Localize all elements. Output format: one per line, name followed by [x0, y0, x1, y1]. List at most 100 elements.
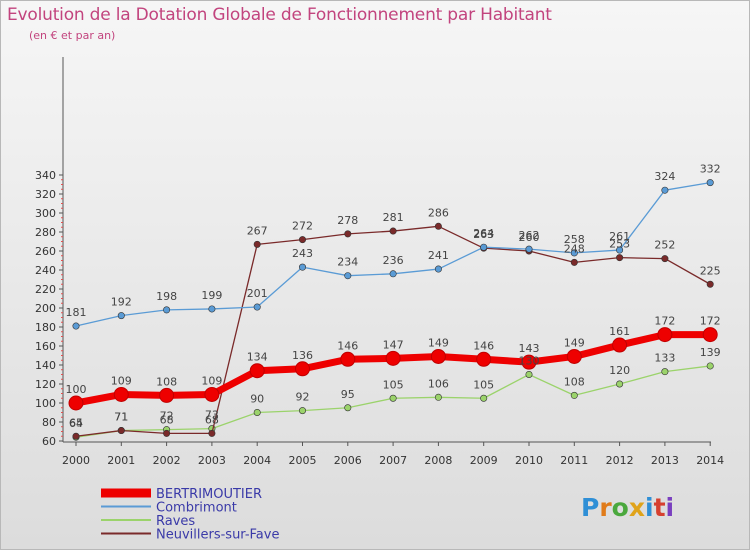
y-tick-label: 340 [35, 169, 56, 182]
y-tick-label: 300 [35, 207, 56, 220]
data-point [249, 363, 265, 379]
data-label: 332 [700, 163, 721, 176]
data-label: 236 [383, 254, 404, 267]
data-point [570, 249, 578, 257]
legend-label: Combrimont [156, 501, 237, 516]
x-tick-label: 2002 [153, 454, 181, 467]
data-label: 272 [292, 220, 313, 233]
data-point [298, 407, 306, 415]
legend-label: Raves [156, 514, 195, 529]
data-label: 72 [160, 410, 174, 423]
data-label: 241 [428, 249, 449, 262]
data-point [340, 351, 356, 367]
data-point [706, 179, 714, 187]
data-label: 172 [654, 315, 675, 328]
x-tick-label: 2010 [515, 454, 543, 467]
data-point [117, 427, 125, 435]
data-label: 278 [337, 214, 358, 227]
data-label: 147 [383, 338, 404, 351]
x-tick-label: 2008 [424, 454, 452, 467]
y-tick-label: 100 [35, 397, 56, 410]
chart-subtitle: (en € et par an) [29, 29, 116, 42]
data-point [661, 186, 669, 194]
y-tick-label: 240 [35, 264, 56, 277]
data-point [113, 386, 129, 402]
data-point [434, 265, 442, 273]
data-point [298, 236, 306, 244]
data-point [521, 354, 537, 370]
data-label: 130 [519, 355, 540, 368]
x-tick-label: 2005 [289, 454, 317, 467]
data-point [68, 395, 84, 411]
data-label: 324 [654, 170, 675, 183]
data-point [253, 240, 261, 248]
data-label: 225 [700, 264, 721, 277]
data-label: 243 [292, 247, 313, 260]
data-label: 108 [156, 375, 177, 388]
data-point [661, 255, 669, 263]
legend-label: BERTRIMOUTIER [156, 487, 262, 502]
data-point [298, 263, 306, 271]
data-label: 262 [519, 229, 540, 242]
y-tick-label: 140 [35, 359, 56, 372]
data-point [616, 246, 624, 254]
data-label: 252 [654, 239, 675, 252]
y-tick-label: 320 [35, 188, 56, 201]
data-point [72, 432, 80, 440]
data-label: 201 [247, 287, 268, 300]
data-point [344, 404, 352, 412]
data-label: 134 [247, 351, 268, 364]
data-point [295, 361, 310, 377]
x-tick-label: 2004 [243, 454, 271, 467]
data-label: 198 [156, 290, 177, 303]
x-tick-label: 2006 [334, 454, 362, 467]
data-label: 109 [111, 374, 132, 387]
data-point [570, 258, 578, 266]
data-point [344, 230, 352, 238]
data-point [204, 386, 220, 402]
y-tick-label: 120 [35, 378, 56, 391]
data-label: 199 [201, 289, 222, 302]
data-label: 264 [473, 227, 494, 240]
y-tick-label: 200 [35, 302, 56, 315]
data-point [570, 391, 578, 399]
y-tick-label: 80 [42, 416, 56, 429]
data-label: 149 [564, 336, 585, 349]
data-point [480, 243, 488, 251]
y-tick-label: 180 [35, 321, 56, 334]
data-label: 106 [428, 377, 449, 390]
data-label: 68 [205, 413, 219, 426]
data-point [434, 222, 442, 230]
data-label: 263 [473, 228, 494, 241]
x-tick-label: 2009 [470, 454, 498, 467]
y-tick-label: 160 [35, 340, 56, 353]
y-tick-label: 260 [35, 245, 56, 258]
x-tick-label: 2012 [606, 454, 634, 467]
data-point [430, 348, 446, 364]
data-point [706, 362, 714, 370]
data-label: 286 [428, 206, 449, 219]
data-point [616, 380, 624, 388]
data-point [163, 429, 171, 437]
data-label: 172 [700, 315, 721, 328]
data-label: 234 [337, 256, 358, 269]
data-label: 120 [609, 364, 630, 377]
data-point [159, 387, 175, 403]
x-tick-label: 2000 [62, 454, 90, 467]
data-label: 146 [473, 339, 494, 352]
data-label: 258 [564, 233, 585, 246]
y-tick-label: 280 [35, 226, 56, 239]
y-tick-label: 60 [42, 435, 56, 448]
data-label: 260 [519, 231, 540, 244]
data-label: 136 [292, 349, 313, 362]
data-label: 248 [564, 242, 585, 255]
data-point [434, 393, 442, 401]
data-label: 108 [564, 375, 585, 388]
data-label: 71 [114, 411, 128, 424]
data-label: 149 [428, 336, 449, 349]
data-label: 71 [114, 411, 128, 424]
legend-label: Neuvillers-sur-Fave [156, 528, 279, 543]
data-point [706, 280, 714, 288]
data-label: 90 [250, 393, 264, 406]
